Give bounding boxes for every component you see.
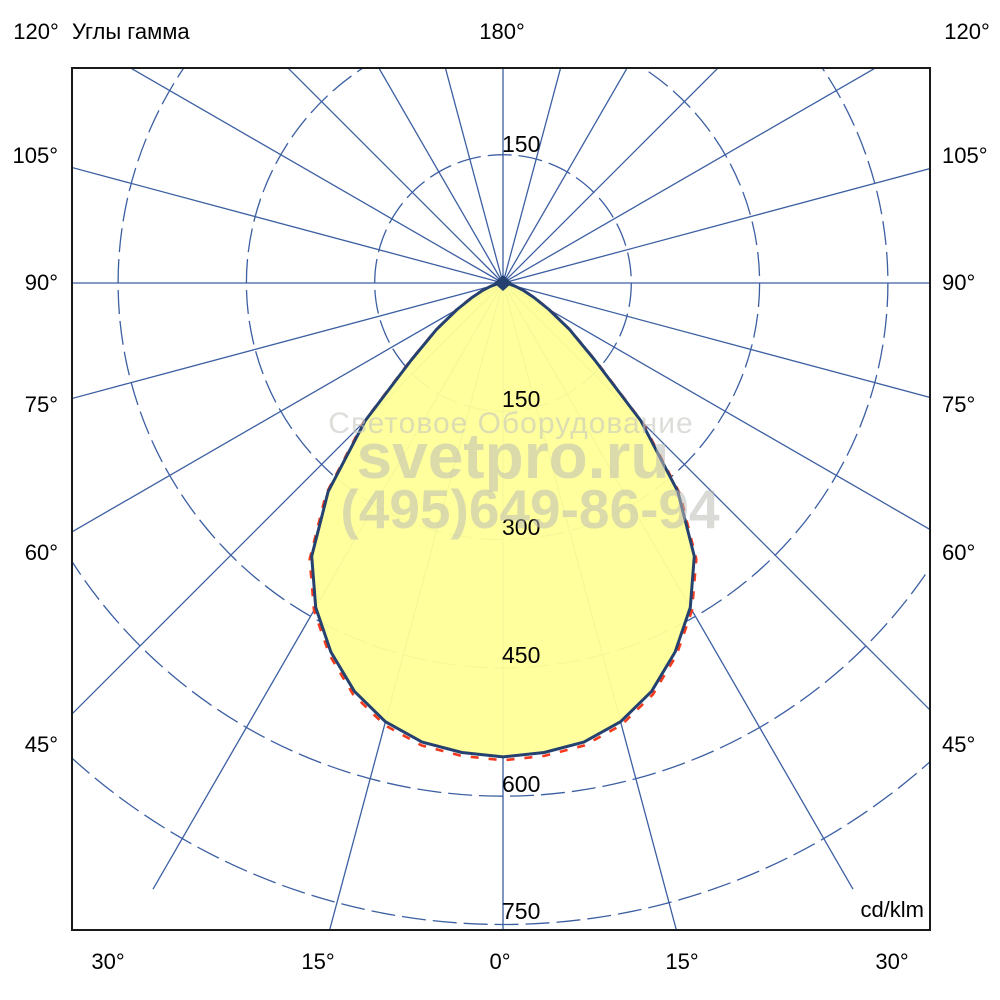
angle-label-right-45: 45° [942, 732, 976, 757]
plot-border [71, 67, 931, 931]
angle-label-bottom-30r: 30° [875, 949, 909, 974]
polar-grid-ray-150 [502, 68, 628, 284]
polar-grid-ray-285 [72, 282, 504, 400]
ring-label-750: 750 [502, 898, 541, 924]
angle-label-left-75: 75° [24, 392, 58, 417]
polar-grid-ray-165 [502, 68, 562, 284]
polar-grid-ray-75 [502, 282, 930, 399]
angle-label-right-105: 105° [942, 143, 988, 168]
polar-grid-ray-105 [502, 167, 930, 284]
polar-grid-ray-255 [72, 166, 504, 284]
beam-lobe [308, 275, 698, 762]
polar-grid-ray-240 [129, 68, 504, 284]
angle-label-bottom-15r: 15° [665, 949, 699, 974]
ring-label-300: 300 [502, 514, 541, 540]
angle-label-right-90: 90° [942, 270, 976, 295]
polar-grid-ray-120 [502, 68, 877, 284]
angle-label-right-60: 60° [942, 540, 976, 565]
angle-label-top-right: 120° [944, 19, 990, 44]
angle-label-left-90: 90° [24, 270, 58, 295]
beam-curve-c90-c270 [310, 281, 696, 759]
angle-label-left-105: 105° [12, 143, 58, 168]
angle-label-left-60: 60° [24, 540, 58, 565]
ring-label-600: 600 [502, 771, 541, 797]
angle-label-bottom-0: 0° [489, 949, 511, 974]
angle-label-top-center: 180° [479, 19, 525, 44]
unit-label: cd/klm [860, 897, 924, 922]
polar-grid-ray-210 [378, 68, 504, 284]
ring-label-150-top: 150 [502, 131, 541, 157]
ring-label-450: 450 [502, 642, 541, 668]
ring-label-150: 150 [502, 386, 541, 412]
polar-grid-ray-135 [502, 68, 719, 284]
angle-label-left-45: 45° [24, 732, 58, 757]
chart-title: Углы гамма [72, 19, 190, 44]
polar-grid-ray-300 [72, 282, 504, 533]
polar-grid-ray-60 [502, 282, 930, 531]
angle-label-bottom-15l: 15° [301, 949, 335, 974]
polar-grid-ray-195 [444, 68, 504, 284]
angle-label-bottom-30l: 30° [91, 949, 125, 974]
polar-grid-ray-225 [287, 68, 504, 284]
angle-label-top-left: 120° [13, 19, 59, 44]
center-knot [494, 275, 512, 291]
angle-label-right-75: 75° [942, 392, 976, 417]
